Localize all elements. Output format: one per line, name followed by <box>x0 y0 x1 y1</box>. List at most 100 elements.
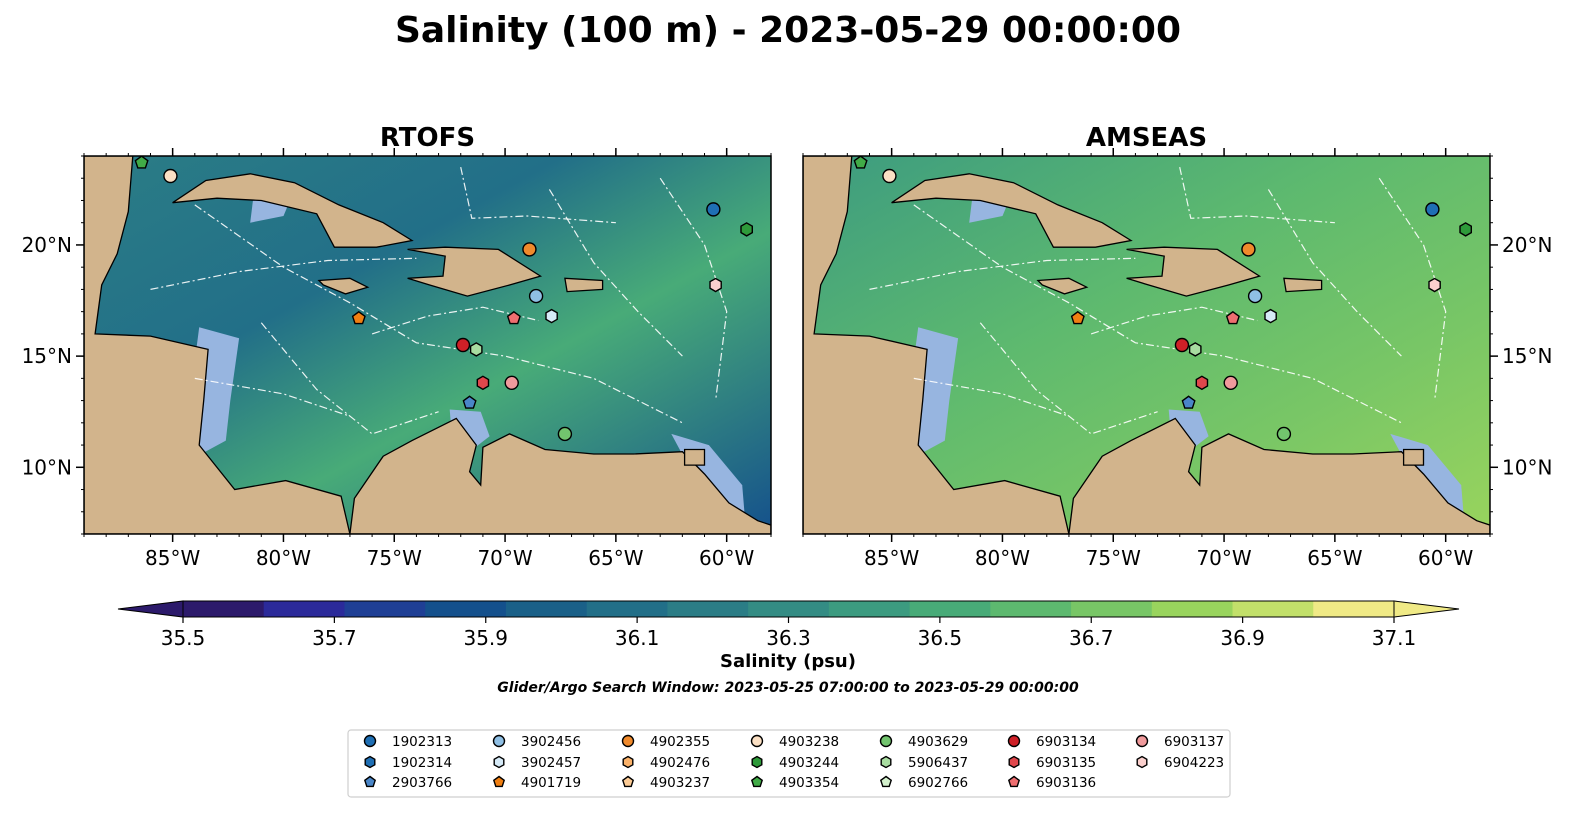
float-marker <box>1425 202 1440 217</box>
legend-item: 4903354 <box>750 775 839 791</box>
colorbar-tick-label: 36.1 <box>615 626 660 650</box>
x-tick-label: 85°W <box>145 546 200 570</box>
legend-label: 6903137 <box>1164 734 1224 750</box>
legend-item: 3902457 <box>493 755 581 771</box>
y-tick-label: 15°N <box>1502 344 1552 368</box>
x-tick-label: 60°W <box>699 546 754 570</box>
colorbar-tick-label: 35.7 <box>312 626 357 650</box>
float-marker <box>545 308 558 324</box>
float-marker <box>1247 288 1263 304</box>
legend-marker <box>751 755 763 769</box>
panel-title: RTOFS <box>380 123 475 153</box>
legend-label: 6903135 <box>1036 755 1096 771</box>
panel-amseas: AMSEAS 85°W 80°W 75°W 70°W 65°W 60°W 10°N 15°N 20… <box>802 123 1552 570</box>
colorbar-segment <box>344 601 426 617</box>
legend-item: 4903244 <box>751 755 839 771</box>
legend-marker <box>492 775 506 788</box>
float-marker <box>1428 277 1441 293</box>
colorbar-tick-label: 36.5 <box>918 626 963 650</box>
legend-item: 1902313 <box>363 734 452 750</box>
float-marker <box>469 342 483 357</box>
land <box>1036 277 1089 295</box>
legend-marker <box>750 775 764 788</box>
eez-boundary <box>371 306 539 335</box>
legend-item: 2903766 <box>363 775 452 791</box>
legend-item: 6903135 <box>1008 755 1096 771</box>
float-marker <box>706 202 721 217</box>
float-marker <box>1459 222 1472 237</box>
legend-marker <box>880 755 892 769</box>
panel-title: AMSEAS <box>1086 123 1207 153</box>
x-tick-label: 80°W <box>975 546 1030 570</box>
land <box>317 277 370 295</box>
legend-label: 4901719 <box>521 775 581 791</box>
colorbar-label: Salinity (psu) <box>720 651 856 672</box>
colorbar-segment <box>1071 601 1153 617</box>
land <box>1126 246 1262 297</box>
legend-label: 4903244 <box>779 755 839 771</box>
legend-marker <box>363 775 377 788</box>
legend-label: 3902456 <box>521 734 581 750</box>
float-marker <box>1276 426 1292 442</box>
colorbar-segment <box>1151 601 1234 617</box>
float-marker <box>522 242 537 257</box>
eez-boundary <box>869 257 1136 290</box>
y-tick-label: 15°N <box>22 344 72 368</box>
legend-marker <box>621 734 635 748</box>
land <box>407 246 543 297</box>
colorbar-tick-label: 36.3 <box>766 626 811 650</box>
float-marker <box>557 426 573 442</box>
legend-marker <box>1007 775 1021 788</box>
colorbar-segment <box>667 601 749 617</box>
legend-marker <box>879 734 893 748</box>
float-marker <box>504 375 519 390</box>
legend-marker <box>493 755 505 769</box>
x-tick-label: 65°W <box>588 546 643 570</box>
float-marker <box>1070 310 1085 325</box>
colorbar-segment <box>505 601 588 617</box>
figure-title: Salinity (100 m) - 2023-05-29 00:00:00 <box>395 10 1181 51</box>
legend-item: 6902766 <box>879 775 968 791</box>
colorbar-tick-label: 36.7 <box>1069 626 1114 650</box>
land <box>349 417 771 534</box>
legend-marker <box>621 775 635 788</box>
legend-item: 5906437 <box>880 755 968 771</box>
eez-boundary <box>548 189 683 357</box>
legend-label: 4903237 <box>650 775 710 791</box>
panel-rtofs: RTOFS 85°W 80°W 75°W 70°W 65°W 60°W 10°N 15°N 20°… <box>22 123 772 570</box>
y-tick-label: 10°N <box>22 455 72 479</box>
legend-marker <box>1007 734 1021 748</box>
legend-marker <box>492 734 506 748</box>
float-marker <box>1195 375 1209 391</box>
legend-marker <box>622 755 634 769</box>
float-marker <box>1188 342 1202 357</box>
x-tick-label: 70°W <box>1196 546 1251 570</box>
legend-marker <box>364 755 376 769</box>
colorbar-segment <box>1232 601 1314 617</box>
x-tick-label: 75°W <box>367 546 422 570</box>
colorbar-tick-label: 35.9 <box>463 626 508 650</box>
eez-boundary <box>1090 306 1258 335</box>
eez-boundary <box>150 257 417 290</box>
legend-label: 4903354 <box>779 775 839 791</box>
float-marker <box>1264 308 1277 324</box>
legend-label: 6902766 <box>908 775 968 791</box>
legend-item: 3902456 <box>492 734 581 750</box>
eez-boundary <box>1179 166 1335 224</box>
legend-label: 5906437 <box>908 755 968 771</box>
legend-marker <box>1136 755 1148 769</box>
float-marker <box>351 310 366 325</box>
eez-boundary <box>913 204 1402 424</box>
colorbar-extend-max <box>1393 600 1460 618</box>
legend-item: 4902355 <box>621 734 710 750</box>
y-tick-label: 20°N <box>22 233 72 257</box>
float-marker <box>709 277 722 293</box>
land <box>1068 417 1490 534</box>
float-marker <box>455 337 471 353</box>
legend-item: 4903629 <box>879 734 968 750</box>
legend-label: 1902313 <box>392 734 452 750</box>
x-tick-label: 75°W <box>1086 546 1141 570</box>
colorbar-tick-label: 36.9 <box>1220 626 1265 650</box>
land <box>84 156 351 534</box>
